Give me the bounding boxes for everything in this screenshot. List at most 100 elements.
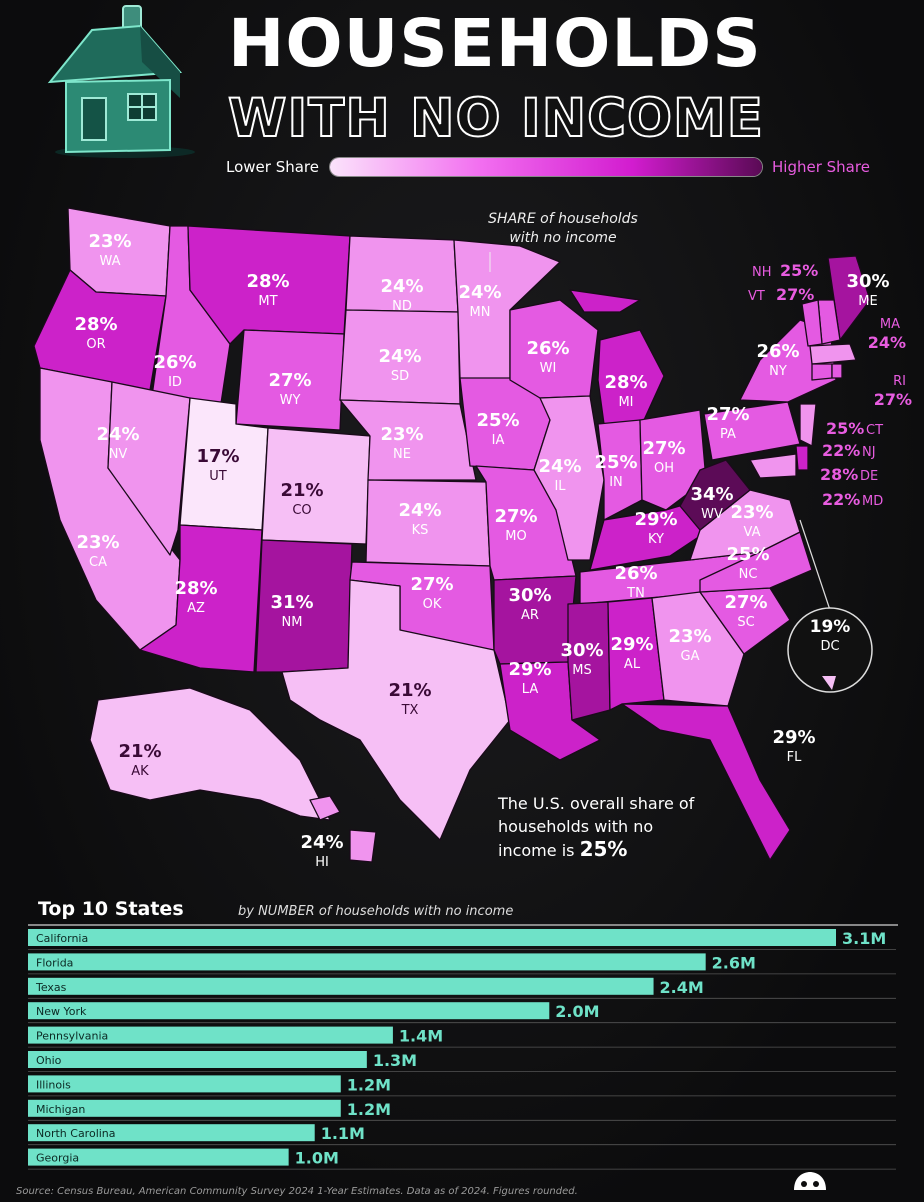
bar-florida	[28, 953, 706, 971]
state-abbr-mt: MT	[258, 294, 277, 309]
state-abbr-wi: WI	[540, 361, 557, 376]
state-pct-ut: 17%	[196, 446, 239, 467]
state-wv	[679, 459, 751, 531]
state-abbr-wv: WV	[701, 507, 723, 522]
bar-georgia	[28, 1148, 289, 1166]
state-pct-md: 22%	[822, 490, 860, 509]
state-pa	[703, 401, 801, 461]
state-abbr-ny: NY	[769, 364, 787, 379]
state-nj	[799, 403, 817, 447]
state-abbr-nh: NH	[752, 265, 772, 280]
state-pct-oh: 27%	[642, 438, 685, 459]
bar-value-label: 2.6M	[712, 953, 756, 972]
state-abbr-wa: WA	[99, 254, 120, 269]
source-note: Source: Census Bureau, American Communit…	[16, 1186, 578, 1197]
bar-category-label: Georgia	[36, 1152, 79, 1165]
state-pct-fl: 29%	[772, 727, 815, 748]
state-ne	[339, 399, 477, 481]
bar-california	[28, 929, 836, 946]
state-pct-ne: 23%	[380, 424, 423, 445]
state-abbr-de: DE	[860, 469, 878, 484]
state-pct-ks: 24%	[398, 500, 441, 521]
state-abbr-or: OR	[86, 337, 105, 352]
state-abbr-ok: OK	[423, 597, 442, 612]
state-pct-hi: 24%	[300, 832, 343, 853]
state-pct-ga: 23%	[668, 626, 711, 647]
state-abbr-ar: AR	[521, 608, 539, 623]
state-abbr-ct: CT	[866, 423, 883, 438]
state-abbr-il: IL	[554, 479, 566, 494]
state-abbr-co: CO	[292, 503, 311, 518]
state-pct-nj: 22%	[822, 441, 860, 460]
bar-ohio	[28, 1051, 367, 1068]
state-ms	[567, 601, 611, 721]
state-pct-sd: 24%	[378, 346, 421, 367]
legend-low-label: Lower Share	[226, 158, 319, 176]
bar-michigan	[28, 1099, 341, 1117]
bar-value-label: 2.0M	[555, 1002, 599, 1021]
state-pct-pa: 27%	[706, 404, 749, 425]
state-pct-va: 23%	[730, 502, 773, 523]
state-pct-tn: 26%	[614, 563, 657, 584]
overall-value: 25%	[579, 837, 628, 861]
state-abbr-nv: NV	[109, 447, 128, 462]
bar-value-label: 1.2M	[347, 1075, 391, 1094]
bar-category-label: Pennsylvania	[36, 1030, 108, 1043]
state-pct-ri: 27%	[874, 390, 912, 409]
state-pct-sc: 27%	[724, 592, 767, 613]
state-nv	[107, 381, 191, 556]
state-abbr-dc: DC	[820, 639, 839, 654]
state-abbr-sd: SD	[391, 369, 409, 384]
top10-bar-chart: California 3.1M Florida 2.6M Texas 2.4M New Yo…	[28, 929, 896, 1170]
state-pct-nc: 25%	[726, 544, 769, 565]
state-dc	[822, 676, 836, 690]
state-pct-ms: 30%	[560, 640, 603, 661]
bar-category-label: North Carolina	[36, 1127, 116, 1140]
state-abbr-tn: TN	[626, 586, 645, 601]
state-vt	[801, 299, 823, 347]
state-pct-nh: 25%	[780, 261, 818, 280]
state-pct-al: 29%	[610, 634, 653, 655]
state-abbr-oh: OH	[654, 461, 674, 476]
state-pct-ky: 29%	[634, 509, 677, 530]
state-abbr-nc: NC	[739, 567, 758, 582]
state-abbr-me: ME	[858, 294, 877, 309]
state-abbr-mn: MN	[470, 305, 491, 320]
state-pct-nm: 31%	[270, 592, 313, 613]
dc-inset-circle	[787, 607, 873, 693]
state-abbr-ma: MA	[880, 317, 900, 332]
state-abbr-nd: ND	[392, 299, 412, 314]
bar-pennsylvania	[28, 1026, 393, 1044]
state-az	[139, 524, 263, 673]
state-pct-mi: 28%	[604, 372, 647, 393]
state-abbr-ga: GA	[681, 649, 700, 664]
bar-category-label: New York	[36, 1005, 87, 1018]
state-il	[533, 395, 605, 561]
house-icon	[47, 5, 195, 158]
state-pct-ar: 30%	[508, 585, 551, 606]
bar-category-label: California	[36, 932, 88, 945]
legend-high-label: Higher Share	[772, 158, 870, 176]
state-tx	[281, 579, 511, 841]
state-abbr-la: LA	[522, 682, 539, 697]
state-abbr-ne: NE	[393, 447, 411, 462]
bar-category-label: Texas	[35, 981, 67, 994]
state-abbr-hi: HI	[315, 855, 329, 870]
bar-category-label: Michigan	[36, 1103, 85, 1116]
bar-value-label: 3.1M	[842, 929, 886, 948]
state-pct-nd: 24%	[380, 276, 423, 297]
state-ri	[831, 363, 843, 379]
state-ga	[651, 591, 745, 707]
bar-value-label: 2.4M	[660, 978, 704, 997]
state-abbr-nm: NM	[282, 615, 303, 630]
bar-value-label: 1.1M	[321, 1124, 365, 1143]
state-abbr-pa: PA	[720, 427, 736, 442]
bar-value-label: 1.2M	[347, 1100, 391, 1119]
top10-divider	[28, 924, 898, 926]
dc-leader-line	[799, 519, 831, 611]
state-pct-tx: 21%	[388, 680, 431, 701]
state-pct-ak: 21%	[118, 741, 161, 762]
title-line-1: HOUSEHOLDS	[228, 5, 762, 82]
state-wy	[235, 329, 345, 431]
state-pct-mo: 27%	[494, 506, 537, 527]
